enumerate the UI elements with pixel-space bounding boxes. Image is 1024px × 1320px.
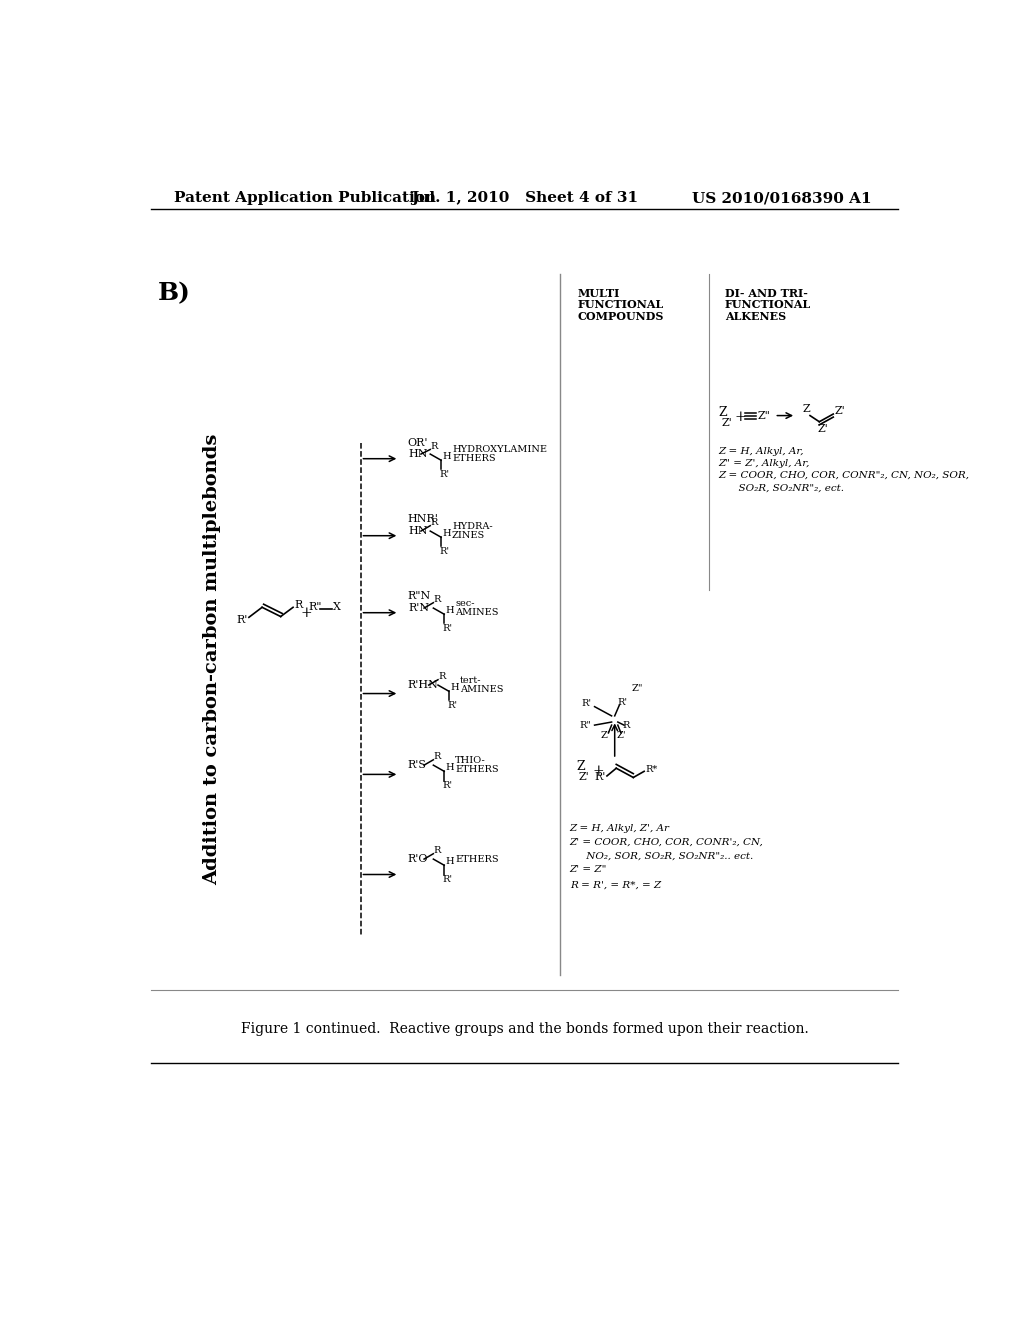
Text: R': R' — [237, 615, 248, 624]
Text: H: H — [445, 763, 455, 772]
Text: R": R" — [308, 602, 323, 612]
Text: R"N: R"N — [407, 591, 430, 601]
Text: ETHERS: ETHERS — [455, 766, 499, 775]
Text: R': R' — [594, 772, 605, 783]
Text: Z": Z" — [632, 684, 643, 693]
Text: HN: HN — [409, 449, 428, 459]
Text: H: H — [445, 606, 455, 615]
Text: R: R — [433, 752, 440, 762]
Text: US 2010/0168390 A1: US 2010/0168390 A1 — [692, 191, 872, 206]
Text: R: R — [295, 601, 303, 610]
Text: H: H — [442, 451, 452, 461]
Text: Z': Z' — [601, 731, 610, 741]
Text: Z = H, Alkyl, Ar,: Z = H, Alkyl, Ar, — [719, 446, 804, 455]
Text: Z": Z" — [758, 411, 770, 421]
Text: R = R', = R*, = Z: R = R', = R*, = Z — [569, 880, 662, 890]
Text: B): B) — [158, 281, 190, 306]
Text: Z = COOR, CHO, COR, CONR"₂, CN, NO₂, SOR,: Z = COOR, CHO, COR, CONR"₂, CN, NO₂, SOR… — [719, 471, 970, 480]
Text: R'S: R'S — [407, 760, 426, 770]
Text: Z': Z' — [835, 407, 846, 416]
Text: FUNCTIONAL: FUNCTIONAL — [578, 300, 664, 310]
Text: H: H — [442, 529, 452, 537]
Text: R": R" — [580, 721, 592, 730]
Text: Z' = COOR, CHO, COR, CONR'₂, CN,: Z' = COOR, CHO, COR, CONR'₂, CN, — [569, 838, 764, 846]
Text: R': R' — [447, 701, 458, 710]
Text: HNR': HNR' — [407, 513, 438, 524]
Text: Z': Z' — [579, 772, 590, 783]
Text: H: H — [445, 857, 455, 866]
Text: Z = H, Alkyl, Z', Ar: Z = H, Alkyl, Z', Ar — [569, 824, 670, 833]
Text: NO₂, SOR, SO₂R, SO₂NR"₂.. ect.: NO₂, SOR, SO₂R, SO₂NR"₂.. ect. — [569, 851, 753, 861]
Text: Z': Z' — [818, 425, 828, 434]
Text: R': R' — [442, 623, 453, 632]
Text: R': R' — [442, 780, 453, 789]
Text: R: R — [433, 595, 440, 605]
Text: +: + — [593, 764, 604, 779]
Text: ETHERS: ETHERS — [455, 854, 499, 863]
Text: R': R' — [617, 697, 628, 706]
Text: FUNCTIONAL: FUNCTIONAL — [725, 300, 811, 310]
Text: tert-: tert- — [460, 676, 481, 685]
Text: R: R — [438, 672, 445, 681]
Text: OR': OR' — [407, 438, 427, 449]
Text: R': R' — [582, 700, 592, 708]
Text: R': R' — [442, 875, 453, 883]
Text: R'N: R'N — [409, 603, 430, 612]
Text: R: R — [433, 846, 440, 855]
Text: SO₂R, SO₂NR"₂, ect.: SO₂R, SO₂NR"₂, ect. — [719, 483, 844, 492]
Text: Patent Application Publication: Patent Application Publication — [174, 191, 436, 206]
Text: ETHERS: ETHERS — [452, 454, 496, 463]
Text: X: X — [334, 602, 341, 612]
Text: COMPOUNDS: COMPOUNDS — [578, 310, 664, 322]
Text: MULTI: MULTI — [578, 288, 620, 298]
Text: DI- AND TRI-: DI- AND TRI- — [725, 288, 808, 298]
Text: Z': Z' — [616, 731, 626, 741]
Text: R*: R* — [646, 766, 658, 775]
Text: Z' = Z": Z' = Z" — [569, 866, 607, 874]
Text: ZINES: ZINES — [452, 531, 485, 540]
Text: R: R — [430, 519, 437, 527]
Text: R': R' — [439, 470, 450, 479]
Text: Figure 1 continued.  Reactive groups and the bonds formed upon their reaction.: Figure 1 continued. Reactive groups and … — [241, 1022, 809, 1035]
Text: Z" = Z', Alkyl, Ar,: Z" = Z', Alkyl, Ar, — [719, 459, 810, 467]
Text: HYDROXYLAMINE: HYDROXYLAMINE — [452, 445, 547, 454]
Text: THIO-: THIO- — [455, 756, 485, 766]
Text: +: + — [734, 411, 745, 424]
Text: Addition to carbon-carbon multiplebonds: Addition to carbon-carbon multiplebonds — [203, 433, 221, 884]
Text: R': R' — [439, 546, 450, 556]
Text: R: R — [430, 442, 437, 451]
Text: R: R — [623, 721, 630, 730]
Text: AMINES: AMINES — [460, 685, 503, 694]
Text: ALKENES: ALKENES — [725, 310, 785, 322]
Text: Z: Z — [575, 760, 585, 774]
Text: R'HN: R'HN — [407, 680, 438, 690]
Text: Z: Z — [719, 407, 727, 418]
Text: Jul. 1, 2010   Sheet 4 of 31: Jul. 1, 2010 Sheet 4 of 31 — [412, 191, 638, 206]
Text: +: + — [301, 606, 312, 620]
Text: Z: Z — [802, 404, 810, 414]
Text: H: H — [451, 682, 459, 692]
Text: R'O: R'O — [407, 854, 427, 865]
Text: Z': Z' — [722, 418, 732, 428]
Text: AMINES: AMINES — [455, 609, 499, 618]
Text: HYDRA-: HYDRA- — [452, 521, 493, 531]
Text: sec-: sec- — [455, 599, 474, 609]
Text: HN: HN — [409, 527, 428, 536]
